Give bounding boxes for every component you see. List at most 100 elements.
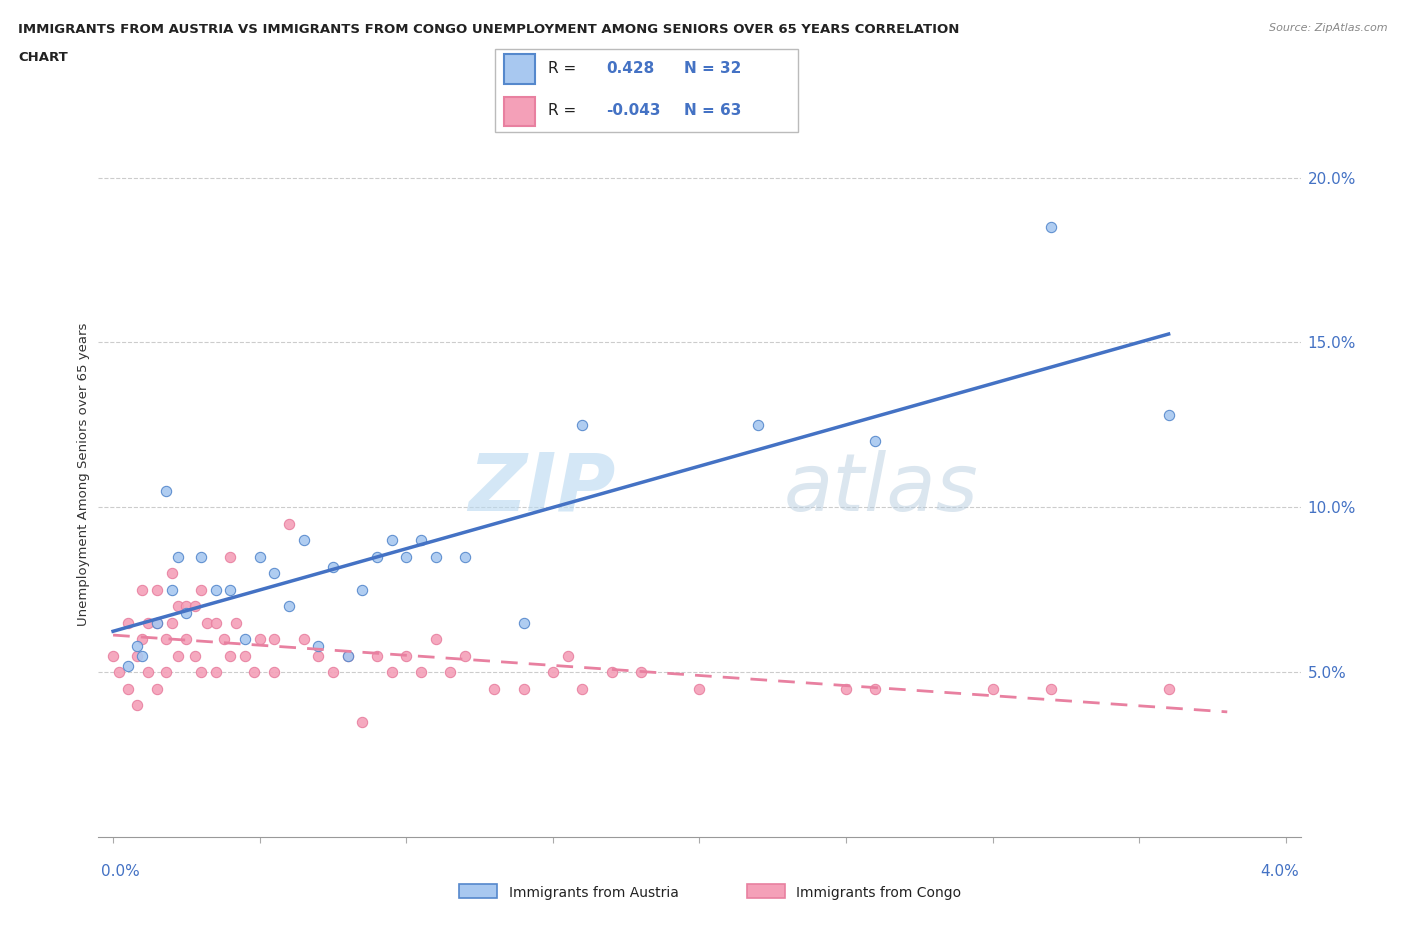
Point [1040, 681, 1063, 696]
Point [557, 648, 579, 663]
Point [322, 665, 344, 680]
Point [249, 631, 271, 646]
Point [108, 665, 131, 680]
Point [571, 418, 593, 432]
Text: 0.0%: 0.0% [101, 864, 141, 879]
Point [352, 714, 374, 729]
Point [166, 648, 188, 663]
Point [336, 648, 359, 663]
Point [233, 648, 256, 663]
Point [184, 599, 207, 614]
Point [155, 484, 177, 498]
Point [366, 648, 388, 663]
Point [366, 550, 388, 565]
Point [204, 582, 226, 597]
FancyBboxPatch shape [505, 55, 536, 84]
Point [184, 648, 207, 663]
Point [136, 665, 159, 680]
Point [166, 599, 188, 614]
Point [117, 616, 139, 631]
Point [352, 582, 374, 597]
Point [409, 533, 432, 548]
Point [278, 599, 301, 614]
Point [865, 434, 887, 449]
Point [243, 665, 266, 680]
Point [146, 616, 169, 631]
Point [1157, 681, 1180, 696]
Text: Immigrants from Austria: Immigrants from Austria [509, 885, 679, 900]
Point [160, 582, 183, 597]
Point [249, 550, 271, 565]
Text: N = 63: N = 63 [683, 103, 741, 118]
Point [395, 550, 418, 565]
Point [278, 516, 301, 531]
Text: CHART: CHART [18, 51, 67, 64]
FancyBboxPatch shape [748, 884, 786, 898]
Point [292, 533, 315, 548]
Text: 0.428: 0.428 [606, 61, 655, 76]
Text: ZIP: ZIP [468, 450, 616, 528]
Point [541, 665, 564, 680]
Point [219, 550, 242, 565]
Point [117, 658, 139, 673]
Point [1040, 219, 1063, 234]
Text: R =: R = [548, 61, 576, 76]
Point [101, 648, 124, 663]
Point [219, 648, 242, 663]
Point [307, 638, 329, 653]
Point [409, 665, 432, 680]
Point [336, 648, 359, 663]
Point [263, 631, 285, 646]
Point [425, 631, 447, 646]
Point [136, 616, 159, 631]
Point [204, 665, 226, 680]
Point [307, 648, 329, 663]
Point [865, 681, 887, 696]
Point [166, 550, 188, 565]
Point [190, 550, 212, 565]
FancyBboxPatch shape [495, 49, 799, 132]
FancyBboxPatch shape [458, 884, 498, 898]
Point [454, 648, 477, 663]
Point [322, 559, 344, 574]
Text: Immigrants from Congo: Immigrants from Congo [796, 885, 960, 900]
Point [454, 550, 477, 565]
Text: Source: ZipAtlas.com: Source: ZipAtlas.com [1270, 23, 1388, 33]
Point [125, 698, 148, 712]
Point [835, 681, 858, 696]
Point [155, 665, 177, 680]
Point [214, 631, 236, 646]
Point [219, 582, 242, 597]
Text: 4.0%: 4.0% [1260, 864, 1299, 879]
Point [263, 665, 285, 680]
Point [512, 616, 534, 631]
Point [176, 605, 198, 620]
Point [981, 681, 1004, 696]
Text: R =: R = [548, 103, 576, 118]
Point [125, 638, 148, 653]
Point [630, 665, 652, 680]
Point [292, 631, 315, 646]
Point [155, 631, 177, 646]
Point [131, 582, 153, 597]
Point [190, 582, 212, 597]
FancyBboxPatch shape [505, 97, 536, 126]
Point [176, 631, 198, 646]
Point [204, 616, 226, 631]
Point [146, 681, 169, 696]
Point [125, 648, 148, 663]
Point [425, 550, 447, 565]
Point [689, 681, 711, 696]
Point [233, 631, 256, 646]
Point [1157, 407, 1180, 422]
Point [176, 599, 198, 614]
Text: IMMIGRANTS FROM AUSTRIA VS IMMIGRANTS FROM CONGO UNEMPLOYMENT AMONG SENIORS OVER: IMMIGRANTS FROM AUSTRIA VS IMMIGRANTS FR… [18, 23, 960, 36]
Point [190, 665, 212, 680]
Point [439, 665, 461, 680]
Point [131, 648, 153, 663]
Point [381, 665, 404, 680]
Point [117, 681, 139, 696]
Point [131, 631, 153, 646]
Point [512, 681, 534, 696]
Point [225, 616, 247, 631]
